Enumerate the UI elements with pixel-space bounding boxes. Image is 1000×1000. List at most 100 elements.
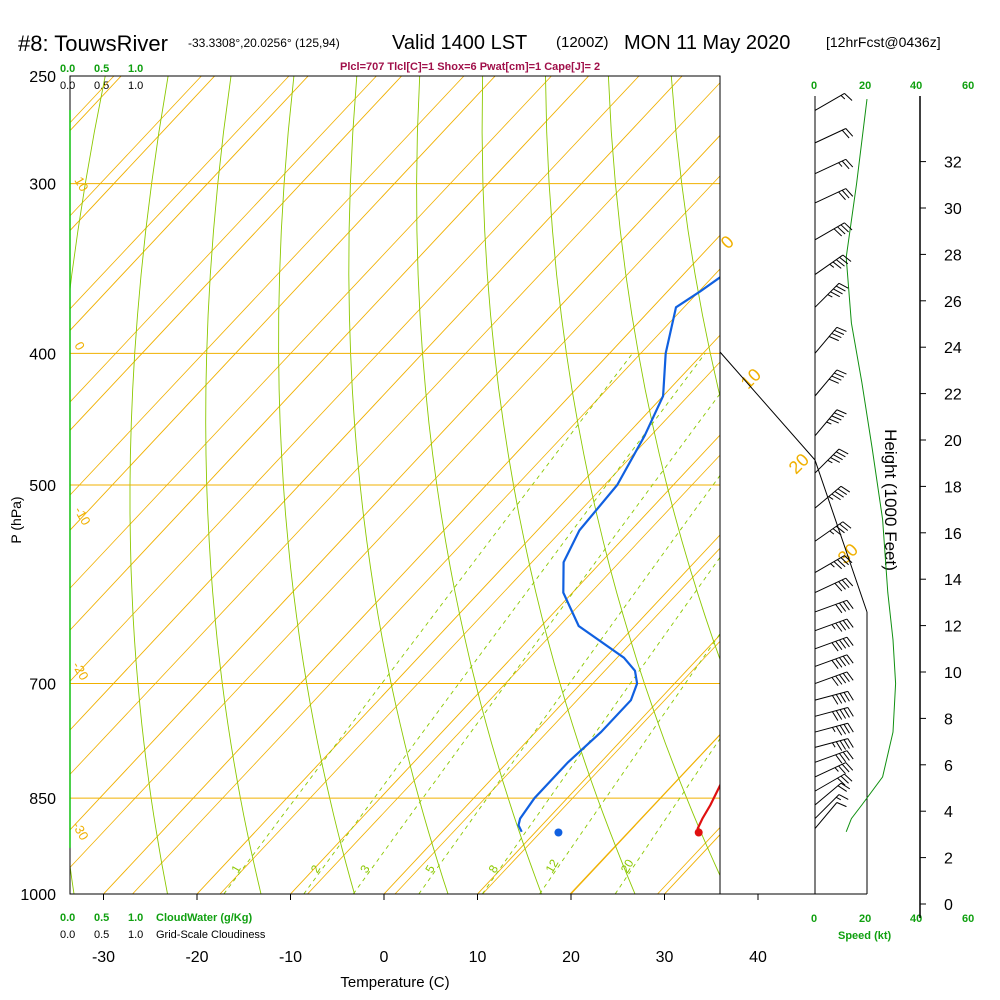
wind-barb-flag bbox=[838, 282, 849, 289]
height-axis-label: Height (1000 Feet) bbox=[881, 429, 900, 571]
wind-barb-staff bbox=[814, 485, 842, 509]
wind-barb-flag bbox=[832, 528, 842, 536]
dewpoint-profile-line bbox=[517, 275, 720, 833]
cloudwater-tick: 0.5 bbox=[94, 63, 109, 75]
wind-barb-flag bbox=[836, 802, 847, 808]
wind-barb-flag bbox=[830, 291, 840, 298]
wind-barb-flag bbox=[847, 723, 854, 733]
wind-barb-flag bbox=[834, 329, 845, 335]
wind-barb-half bbox=[828, 496, 834, 500]
dry-adiabat-line bbox=[205, 76, 262, 894]
height-tick-label: 4 bbox=[944, 804, 953, 821]
dry-adiabat-line bbox=[481, 76, 636, 894]
cloudiness-tick: 0.0 bbox=[60, 929, 75, 941]
mixing-ratio-line bbox=[614, 737, 720, 894]
wind-barb-flag bbox=[831, 711, 839, 721]
wind-barb-flag bbox=[842, 638, 850, 648]
mixing-ratio-label: 20 bbox=[618, 857, 637, 876]
x-tick-label: 0 bbox=[380, 949, 389, 966]
wind-barb-flag bbox=[835, 451, 846, 458]
wind-barb-half bbox=[831, 727, 836, 733]
pressure-tick-label: 250 bbox=[29, 69, 56, 86]
wind-barb-flag bbox=[835, 285, 846, 292]
isotherm-line bbox=[70, 76, 402, 431]
cloudiness-tick: 0.0 bbox=[60, 80, 75, 92]
wind-barb-flag bbox=[839, 256, 849, 265]
cloudiness-label: Grid-Scale Cloudiness bbox=[156, 929, 266, 941]
wind-barb-flag bbox=[835, 604, 843, 614]
wind-barb-half bbox=[835, 796, 842, 801]
dry-adiabat-line bbox=[278, 76, 355, 894]
x-tick-label: 20 bbox=[562, 949, 580, 966]
wind-barb-flag bbox=[842, 521, 852, 529]
wind-barb-half bbox=[840, 95, 846, 100]
wind-barb-flag bbox=[831, 375, 842, 381]
wind-barb-flag bbox=[831, 415, 842, 421]
adiabat-line bbox=[70, 76, 377, 403]
wind-barb-staff bbox=[814, 762, 847, 778]
wind-barb-flag bbox=[845, 762, 854, 771]
wind-barb-half bbox=[830, 563, 835, 568]
wind-barb-flag bbox=[838, 581, 846, 590]
valid-time: Valid 1400 LST bbox=[392, 32, 527, 54]
wind-barb-flag bbox=[835, 622, 843, 632]
wind-barb-flag bbox=[835, 525, 845, 534]
wind-barb-half bbox=[831, 742, 836, 748]
wind-barb-flag bbox=[843, 692, 850, 702]
dry-adiabat-line bbox=[545, 76, 720, 877]
cloudiness-tick: 0.5 bbox=[94, 929, 109, 941]
wind-barb-flag bbox=[846, 750, 854, 760]
cloudwater-tick: 0.5 bbox=[94, 912, 109, 924]
wind-barb-flag bbox=[846, 618, 854, 628]
wind-barb-flag bbox=[839, 602, 847, 612]
wind-barb-flag bbox=[846, 654, 854, 664]
wind-barb-staff bbox=[814, 92, 845, 111]
wind-barb-half bbox=[827, 459, 833, 464]
wind-barb-flag bbox=[828, 418, 839, 424]
wind-barb-flag bbox=[847, 707, 854, 717]
wind-barb-flag bbox=[838, 765, 846, 775]
wind-barb-flag bbox=[833, 561, 842, 570]
speed-tick: 40 bbox=[910, 80, 922, 92]
wind-barb-flag bbox=[841, 579, 850, 589]
height-tick-label: 0 bbox=[944, 897, 953, 914]
wind-barb-flag bbox=[835, 259, 845, 267]
speed-tick: 0 bbox=[811, 80, 817, 92]
pressure-tick-label: 700 bbox=[29, 677, 56, 694]
speed-scale-top: 0 20 40 60 bbox=[811, 80, 974, 92]
dry-adiabat-line bbox=[607, 76, 720, 661]
adiabat-line bbox=[482, 640, 720, 894]
mixing-ratio-line bbox=[352, 393, 720, 894]
wind-barb-flag bbox=[840, 557, 849, 566]
wind-barb-staff bbox=[814, 128, 847, 144]
wind-barb-flag bbox=[836, 369, 847, 375]
wind-barb-flag bbox=[840, 782, 851, 790]
speed-tick: 40 bbox=[910, 913, 922, 925]
wind-barb-staff bbox=[814, 555, 845, 574]
height-tick-label: 12 bbox=[944, 619, 962, 636]
mixing-ratio-label: 12 bbox=[543, 857, 562, 876]
wind-barb-staff bbox=[814, 599, 848, 613]
wind-barb-flag bbox=[845, 128, 854, 137]
adiabat-line bbox=[569, 733, 720, 894]
speed-tick: 0 bbox=[811, 913, 817, 925]
cloudiness-tick: 0.5 bbox=[94, 80, 109, 92]
wind-barb-flag bbox=[833, 288, 843, 295]
wind-barb-half bbox=[829, 530, 835, 535]
wind-barb-staff bbox=[814, 222, 845, 241]
station-title: #8: TouwsRiver bbox=[18, 31, 168, 56]
wind-barb-staff bbox=[814, 782, 842, 806]
height-tick-label: 6 bbox=[944, 758, 953, 775]
wind-barb-flag bbox=[842, 672, 850, 682]
cloudwater-scale-top: 0.0 0.5 1.0 bbox=[60, 63, 143, 75]
x-tick-label: -30 bbox=[92, 949, 115, 966]
wind-barb-flag bbox=[828, 336, 839, 342]
wind-barb-flag bbox=[843, 724, 850, 734]
pressure-tick-label: 500 bbox=[29, 478, 56, 495]
speed-tick: 20 bbox=[859, 913, 871, 925]
wind-barb-flag bbox=[833, 454, 843, 461]
wind-barb-flag bbox=[841, 129, 850, 139]
wind-barb-flag bbox=[841, 160, 850, 170]
wind-barb-flag bbox=[830, 457, 840, 463]
